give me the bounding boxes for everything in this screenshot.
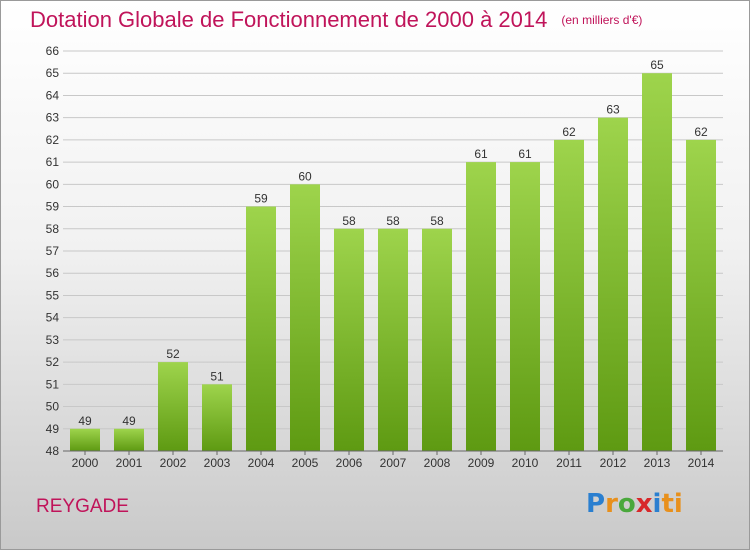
data-labels: 49 49 52 51 59 60 58 58 58 61 61 62 63 65 62 xyxy=(78,58,708,428)
bar xyxy=(554,139,584,451)
y-tick-label: 58 xyxy=(46,222,60,236)
data-label: 58 xyxy=(386,214,400,228)
x-tick-label: 2009 xyxy=(468,456,495,470)
bar xyxy=(466,162,496,451)
data-label: 59 xyxy=(254,192,268,206)
y-tick-label: 60 xyxy=(46,177,60,191)
y-tick-label: 55 xyxy=(46,288,60,302)
bar xyxy=(246,206,276,451)
y-tick-label: 52 xyxy=(46,355,60,369)
y-tick-label: 54 xyxy=(46,311,60,325)
y-tick-label: 64 xyxy=(46,88,60,102)
x-axis-ticks: 2000 2001 2002 2003 2004 2005 2006 2007 2008 2009… xyxy=(72,451,715,470)
x-tick-label: 2014 xyxy=(688,456,715,470)
x-tick-label: 2000 xyxy=(72,456,99,470)
data-label: 52 xyxy=(166,347,180,361)
y-tick-label: 48 xyxy=(46,444,60,458)
x-tick-label: 2004 xyxy=(248,456,275,470)
x-tick-label: 2010 xyxy=(512,456,539,470)
bar xyxy=(334,228,364,451)
logo-letter: ti xyxy=(661,489,683,519)
y-tick-label: 65 xyxy=(46,66,60,80)
y-tick-label: 49 xyxy=(46,422,60,436)
logo-letter: x xyxy=(635,489,653,519)
y-tick-label: 51 xyxy=(46,377,60,391)
chart-subtitle: (en milliers d'€) xyxy=(561,13,643,27)
data-label: 62 xyxy=(694,125,708,139)
x-tick-label: 2006 xyxy=(336,456,363,470)
bar xyxy=(510,162,540,451)
bars xyxy=(70,73,716,452)
bar xyxy=(422,228,452,451)
bar xyxy=(642,73,672,451)
data-label: 61 xyxy=(518,147,532,161)
bar xyxy=(290,184,320,452)
title-text: Dotation Globale de Fonctionnement de 20… xyxy=(30,7,548,32)
data-label: 61 xyxy=(474,147,488,161)
data-label: 51 xyxy=(210,369,224,383)
y-tick-label: 53 xyxy=(46,333,60,347)
logo-letter: i xyxy=(652,489,662,519)
bar xyxy=(158,362,188,451)
bar xyxy=(114,428,144,451)
y-axis-ticks: 48 49 50 51 52 53 54 55 56 57 58 59 60 61 62 63 64 65 66 xyxy=(46,44,60,458)
y-tick-label: 56 xyxy=(46,266,60,280)
data-label: 49 xyxy=(78,414,92,428)
data-label: 60 xyxy=(298,169,312,183)
data-label: 65 xyxy=(650,58,664,72)
x-tick-label: 2002 xyxy=(160,456,187,470)
y-tick-label: 62 xyxy=(46,133,60,147)
y-tick-label: 63 xyxy=(46,111,60,125)
x-tick-label: 2001 xyxy=(116,456,143,470)
bar xyxy=(202,384,232,451)
bar xyxy=(598,117,628,452)
bar xyxy=(686,139,716,451)
bar xyxy=(70,428,100,451)
data-label: 58 xyxy=(430,214,444,228)
logo-letter: o xyxy=(617,489,636,519)
logo-letter: P xyxy=(586,489,606,519)
proxiti-logo: Proxiti xyxy=(586,489,683,519)
x-tick-label: 2007 xyxy=(380,456,407,470)
y-tick-label: 61 xyxy=(46,155,60,169)
x-tick-label: 2003 xyxy=(204,456,231,470)
x-tick-label: 2005 xyxy=(292,456,319,470)
place-name: REYGADE xyxy=(36,496,129,517)
x-tick-label: 2013 xyxy=(644,456,671,470)
y-tick-label: 50 xyxy=(46,400,60,414)
data-label: 62 xyxy=(562,125,576,139)
bar xyxy=(378,228,408,451)
x-tick-label: 2008 xyxy=(424,456,451,470)
x-tick-label: 2012 xyxy=(600,456,627,470)
y-tick-label: 66 xyxy=(46,44,60,58)
y-tick-label: 59 xyxy=(46,200,60,214)
y-tick-label: 57 xyxy=(46,244,60,258)
data-label: 49 xyxy=(122,414,136,428)
x-tick-label: 2011 xyxy=(556,456,582,470)
logo-letter: r xyxy=(605,489,618,519)
data-label: 58 xyxy=(342,214,356,228)
data-label: 63 xyxy=(606,103,620,117)
chart-title: Dotation Globale de Fonctionnement de 20… xyxy=(30,7,642,33)
